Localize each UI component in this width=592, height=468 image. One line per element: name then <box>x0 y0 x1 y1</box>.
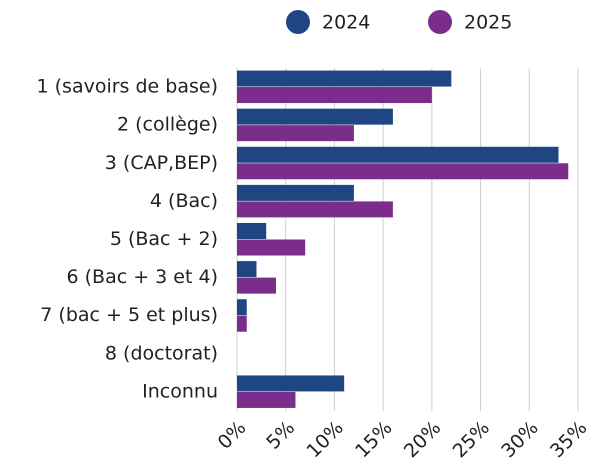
x-tick-label: 5% <box>262 417 299 454</box>
bar <box>237 125 354 142</box>
legend-label: 2025 <box>464 12 512 34</box>
bar <box>237 315 247 332</box>
x-tick-label: 0% <box>214 417 251 454</box>
x-tick-label: 35% <box>546 417 591 462</box>
y-tick-label: 2 (collège) <box>117 114 218 136</box>
legend-label: 2024 <box>322 12 370 34</box>
y-tick-label: 5 (Bac + 2) <box>110 228 218 250</box>
bar <box>237 70 452 87</box>
legend-swatch <box>286 10 310 34</box>
legend-swatch <box>428 10 452 34</box>
bar <box>237 299 247 316</box>
bar <box>237 277 276 294</box>
x-tick-label: 10% <box>302 417 347 462</box>
bar <box>237 146 559 163</box>
x-tick-label: 20% <box>400 417 445 462</box>
x-tick-label: 25% <box>449 417 494 462</box>
bar <box>237 261 257 278</box>
bar <box>237 201 393 218</box>
x-tick-label: 30% <box>497 417 542 462</box>
y-tick-label: Inconnu <box>142 380 218 402</box>
bar <box>237 375 345 392</box>
y-tick-label: 6 (Bac + 3 et 4) <box>67 266 218 288</box>
y-tick-label: 1 (savoirs de base) <box>37 76 218 98</box>
x-tick-label: 15% <box>351 417 396 462</box>
bar <box>237 223 267 239</box>
bar <box>237 87 432 104</box>
y-tick-label: 7 (bac + 5 et plus) <box>40 304 218 326</box>
y-tick-label: 3 (CAP,BEP) <box>105 152 218 174</box>
bar <box>237 108 393 125</box>
bar <box>237 184 354 201</box>
bar <box>237 239 306 256</box>
bar <box>237 163 569 180</box>
bar <box>237 391 296 408</box>
y-tick-label: 8 (doctorat) <box>105 342 218 364</box>
y-tick-label: 4 (Bac) <box>150 190 218 212</box>
